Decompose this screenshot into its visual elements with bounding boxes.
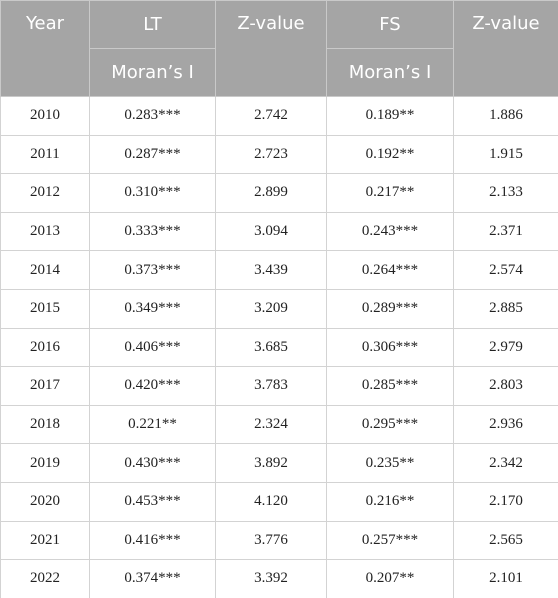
table-cell: 2011 bbox=[0, 134, 90, 175]
table-cell: 0.295*** bbox=[326, 404, 454, 445]
table-cell: 0.430*** bbox=[89, 443, 216, 483]
table-row: 2013 0.333*** 3.094 0.243*** 2.371 bbox=[0, 211, 558, 252]
table-row: 2010 0.283*** 2.742 0.189** 1.886 bbox=[0, 96, 558, 136]
table-header: Year LT Z-value FS Z-value Moran’s I Mor… bbox=[0, 0, 558, 97]
table-cell: 0.306*** bbox=[326, 327, 454, 368]
table-cell: 0.416*** bbox=[89, 520, 216, 561]
table-cell: 3.783 bbox=[215, 366, 327, 406]
table-cell: 2012 bbox=[0, 173, 90, 213]
table-cell: 3.439 bbox=[215, 250, 327, 290]
table-cell: 2019 bbox=[0, 443, 90, 483]
table-row: 2014 0.373*** 3.439 0.264*** 2.574 bbox=[0, 250, 558, 290]
table-cell: 0.216** bbox=[326, 481, 454, 522]
table-cell: 0.349*** bbox=[89, 288, 216, 329]
header-cell: FS bbox=[326, 0, 454, 49]
table-cell: 2.101 bbox=[453, 559, 558, 598]
table-cell: 2.936 bbox=[453, 404, 558, 445]
table-cell: 0.289*** bbox=[326, 288, 454, 329]
table-cell: 0.406*** bbox=[89, 327, 216, 368]
table-cell: 0.243*** bbox=[326, 211, 454, 252]
table-row: 2020 0.453*** 4.120 0.216** 2.170 bbox=[0, 481, 558, 522]
table-cell: 0.420*** bbox=[89, 366, 216, 406]
table-cell: 0.189** bbox=[326, 96, 454, 136]
table-cell: 2017 bbox=[0, 366, 90, 406]
table-body: 2010 0.283*** 2.742 0.189** 1.886 2011 0.287**… bbox=[0, 96, 558, 598]
table-cell: 3.892 bbox=[215, 443, 327, 483]
table-cell: 0.257*** bbox=[326, 520, 454, 561]
table-cell: 2.723 bbox=[215, 134, 327, 175]
table-cell: 0.207** bbox=[326, 559, 454, 598]
table-cell: 0.287*** bbox=[89, 134, 216, 175]
table-cell: 2016 bbox=[0, 327, 90, 368]
table-cell: 2.565 bbox=[453, 520, 558, 561]
table-cell: 2.885 bbox=[453, 288, 558, 329]
table-cell: 2.979 bbox=[453, 327, 558, 368]
table-row: 2017 0.420*** 3.783 0.285*** 2.803 bbox=[0, 366, 558, 406]
table-cell: 0.235** bbox=[326, 443, 454, 483]
table-cell: 2.803 bbox=[453, 366, 558, 406]
table-cell: 0.217** bbox=[326, 173, 454, 213]
header-cell: Z-value bbox=[215, 0, 327, 97]
table-row: 2022 0.374*** 3.392 0.207** 2.101 bbox=[0, 559, 558, 598]
header-row: Moran’s I Moran’s I bbox=[1, 48, 558, 97]
table-cell: 0.221** bbox=[89, 404, 216, 445]
table-cell: 2.170 bbox=[453, 481, 558, 522]
table-cell: 0.283*** bbox=[89, 96, 216, 136]
table-cell: 2015 bbox=[0, 288, 90, 329]
table-row: 2015 0.349*** 3.209 0.289*** 2.885 bbox=[0, 288, 558, 329]
table-cell: 2.133 bbox=[453, 173, 558, 213]
table-cell: 3.776 bbox=[215, 520, 327, 561]
table-cell: 3.685 bbox=[215, 327, 327, 368]
table-cell: 2021 bbox=[0, 520, 90, 561]
table-row: 2021 0.416*** 3.776 0.257*** 2.565 bbox=[0, 520, 558, 561]
table-cell: 0.264*** bbox=[326, 250, 454, 290]
table-cell: 2013 bbox=[0, 211, 90, 252]
table-cell: 0.310*** bbox=[89, 173, 216, 213]
table-cell: 0.374*** bbox=[89, 559, 216, 598]
header-cell: LT bbox=[89, 0, 216, 49]
table-row: 2012 0.310*** 2.899 0.217** 2.133 bbox=[0, 173, 558, 213]
table-cell: 0.192** bbox=[326, 134, 454, 175]
table-cell: 2.742 bbox=[215, 96, 327, 136]
table-cell: 2014 bbox=[0, 250, 90, 290]
table-cell: 2.342 bbox=[453, 443, 558, 483]
table-row: 2018 0.221** 2.324 0.295*** 2.936 bbox=[0, 404, 558, 445]
table-cell: 2010 bbox=[0, 96, 90, 136]
table-cell: 1.886 bbox=[453, 96, 558, 136]
table-cell: 3.094 bbox=[215, 211, 327, 252]
table-row: 2016 0.406*** 3.685 0.306*** 2.979 bbox=[0, 327, 558, 368]
header-cell: Year bbox=[0, 0, 90, 97]
header-cell: Moran’s I bbox=[326, 48, 454, 97]
table-cell: 2.324 bbox=[215, 404, 327, 445]
header-cell: Moran’s I bbox=[89, 48, 216, 97]
table-cell: 2018 bbox=[0, 404, 90, 445]
header-row: Year LT Z-value FS Z-value bbox=[0, 0, 558, 97]
table-cell: 4.120 bbox=[215, 481, 327, 522]
table-cell: 2.574 bbox=[453, 250, 558, 290]
table-cell: 2.371 bbox=[453, 211, 558, 252]
table-cell: 0.285*** bbox=[326, 366, 454, 406]
table-cell: 0.453*** bbox=[89, 481, 216, 522]
table-cell: 2020 bbox=[0, 481, 90, 522]
table-cell: 3.392 bbox=[215, 559, 327, 598]
header-cell: Z-value bbox=[453, 0, 558, 97]
table-cell: 2022 bbox=[0, 559, 90, 598]
table-row: 2019 0.430*** 3.892 0.235** 2.342 bbox=[0, 443, 558, 483]
table-cell: 3.209 bbox=[215, 288, 327, 329]
table-cell: 2.899 bbox=[215, 173, 327, 213]
table-cell: 0.373*** bbox=[89, 250, 216, 290]
table-cell: 1.915 bbox=[453, 134, 558, 175]
table-row: 2011 0.287*** 2.723 0.192** 1.915 bbox=[0, 134, 558, 175]
table-cell: 0.333*** bbox=[89, 211, 216, 252]
